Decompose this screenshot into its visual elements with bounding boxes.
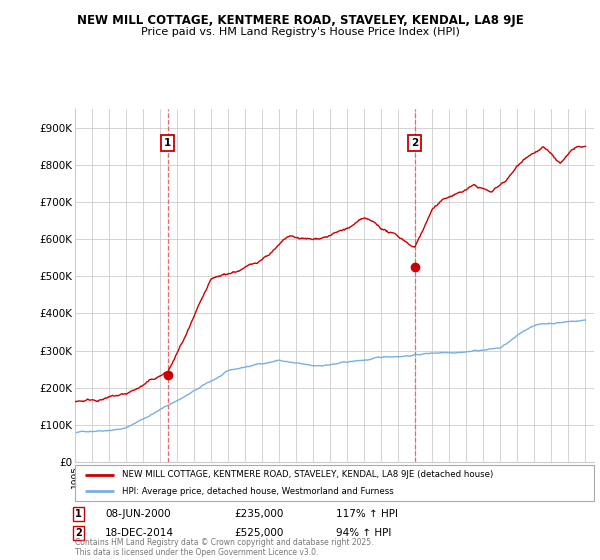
Text: HPI: Average price, detached house, Westmorland and Furness: HPI: Average price, detached house, West… bbox=[122, 487, 394, 496]
Text: NEW MILL COTTAGE, KENTMERE ROAD, STAVELEY, KENDAL, LA8 9JE: NEW MILL COTTAGE, KENTMERE ROAD, STAVELE… bbox=[77, 14, 523, 27]
Text: £525,000: £525,000 bbox=[234, 528, 283, 538]
Text: 117% ↑ HPI: 117% ↑ HPI bbox=[336, 509, 398, 519]
Text: Contains HM Land Registry data © Crown copyright and database right 2025.
This d: Contains HM Land Registry data © Crown c… bbox=[75, 538, 373, 557]
Text: 08-JUN-2000: 08-JUN-2000 bbox=[105, 509, 170, 519]
Text: Price paid vs. HM Land Registry's House Price Index (HPI): Price paid vs. HM Land Registry's House … bbox=[140, 27, 460, 37]
Text: 2: 2 bbox=[75, 528, 82, 538]
Text: 18-DEC-2014: 18-DEC-2014 bbox=[105, 528, 174, 538]
Text: £235,000: £235,000 bbox=[234, 509, 283, 519]
Text: 1: 1 bbox=[75, 509, 82, 519]
Text: 94% ↑ HPI: 94% ↑ HPI bbox=[336, 528, 391, 538]
Text: NEW MILL COTTAGE, KENTMERE ROAD, STAVELEY, KENDAL, LA8 9JE (detached house): NEW MILL COTTAGE, KENTMERE ROAD, STAVELE… bbox=[122, 470, 493, 479]
Text: 2: 2 bbox=[411, 138, 418, 148]
Text: 1: 1 bbox=[164, 138, 171, 148]
